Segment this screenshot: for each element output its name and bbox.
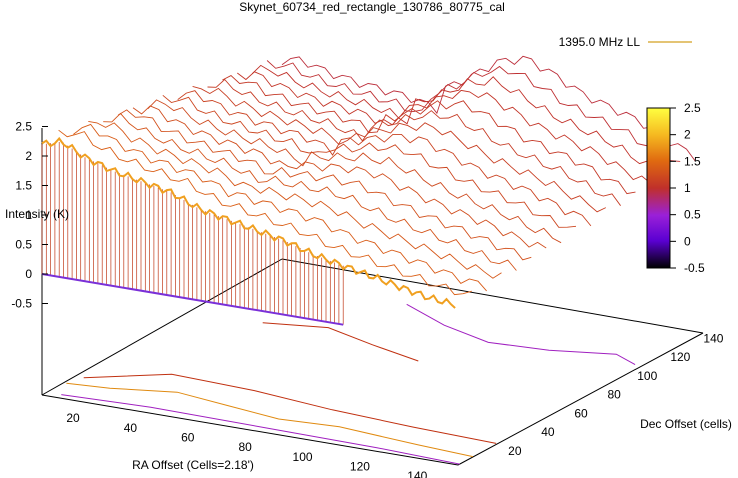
surface-row — [177, 90, 592, 227]
z-axis-label: Intensity (K) — [5, 207, 69, 221]
x-tick-label: 80 — [238, 440, 252, 454]
z-tick-label: 1 — [25, 208, 32, 222]
y-tick-label: 100 — [637, 369, 657, 383]
colorbar-tick-label: 0.5 — [684, 208, 701, 222]
surface-row — [103, 112, 517, 271]
surface-row — [73, 123, 487, 292]
surface-row — [117, 109, 532, 261]
colorbar-gradient — [646, 107, 671, 269]
colorbar-tick-label: -0.5 — [684, 261, 705, 275]
y-axis-label: Dec Offset (cells) — [640, 417, 732, 431]
surface-row — [147, 99, 562, 244]
contour-line — [262, 322, 419, 362]
x-tick-label: 140 — [407, 469, 427, 478]
surface-row — [281, 55, 696, 162]
surface-row — [58, 129, 472, 296]
y-tick-label: 80 — [607, 388, 621, 402]
z-tick-label: 2.5 — [15, 120, 32, 134]
z-tick-label: -0.5 — [11, 297, 32, 311]
surface-base — [41, 273, 344, 326]
y-tick-label: 120 — [670, 350, 690, 364]
y-tick-label: 140 — [703, 331, 723, 345]
surface-row — [251, 64, 666, 178]
x-axis-label: RA Offset (Cells=2.18') — [132, 458, 254, 472]
surface-row — [162, 94, 577, 228]
surface-row — [237, 71, 651, 184]
contour-line — [66, 382, 474, 458]
contour-line — [406, 303, 636, 366]
surface-mesh — [41, 55, 696, 326]
contour-line — [83, 373, 497, 444]
legend: 1395.0 MHz LL — [559, 35, 692, 49]
surface-row — [88, 120, 502, 279]
colorbar-tick-label: 0 — [684, 234, 691, 248]
z-tick-label: 1.5 — [15, 179, 32, 193]
x-tick-labels: 20 40 60 80 100 120 140 — [66, 411, 427, 478]
z-tick-label: 0 — [25, 267, 32, 281]
x-tick-label: 60 — [181, 431, 195, 445]
z-axis-ticks: 2.5 2 1.5 1 0.5 0 -0.5 — [11, 120, 48, 311]
colorbar-tick-label: 2.5 — [684, 101, 701, 115]
surface-row — [132, 105, 547, 249]
surface-ridge — [41, 136, 456, 309]
y-tick-labels: 20 40 60 80 100 120 140 — [508, 331, 724, 458]
legend-label: 1395.0 MHz LL — [559, 35, 641, 49]
x-tick-label: 120 — [350, 460, 370, 474]
surface-row — [207, 78, 621, 206]
y-tick-label: 60 — [574, 406, 588, 420]
surface-row — [266, 60, 681, 162]
colorbar-tick-label: 1 — [684, 181, 691, 195]
contour-lines — [61, 303, 636, 465]
colorbar: 2.5 2 1.5 1 0.5 0 -0.5 — [646, 101, 705, 275]
colorbar-tick-label: 1.5 — [684, 154, 701, 168]
contour-line — [61, 394, 460, 465]
x-tick-label: 100 — [293, 450, 313, 464]
surface-row — [192, 85, 606, 213]
x-tick-label: 20 — [66, 411, 80, 425]
y-tick-label: 40 — [541, 425, 555, 439]
z-tick-label: 2 — [25, 149, 32, 163]
y-tick-label: 20 — [508, 444, 522, 458]
surface-row — [222, 75, 636, 195]
chart-title: Skynet_60734_red_rectangle_130786_80775_… — [239, 0, 505, 14]
x-tick-label: 40 — [124, 421, 138, 435]
z-tick-label: 0.5 — [15, 238, 32, 252]
colorbar-tick-label: 2 — [684, 128, 691, 142]
